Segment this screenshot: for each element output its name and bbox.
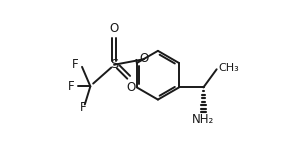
Text: O: O: [127, 80, 136, 94]
Text: F: F: [80, 101, 87, 115]
Text: NH₂: NH₂: [192, 113, 215, 126]
Text: O: O: [109, 22, 119, 35]
Text: F: F: [68, 80, 74, 93]
Text: O: O: [140, 52, 149, 65]
Text: CH₃: CH₃: [218, 63, 239, 73]
Text: S: S: [110, 58, 118, 71]
Text: F: F: [72, 58, 79, 71]
